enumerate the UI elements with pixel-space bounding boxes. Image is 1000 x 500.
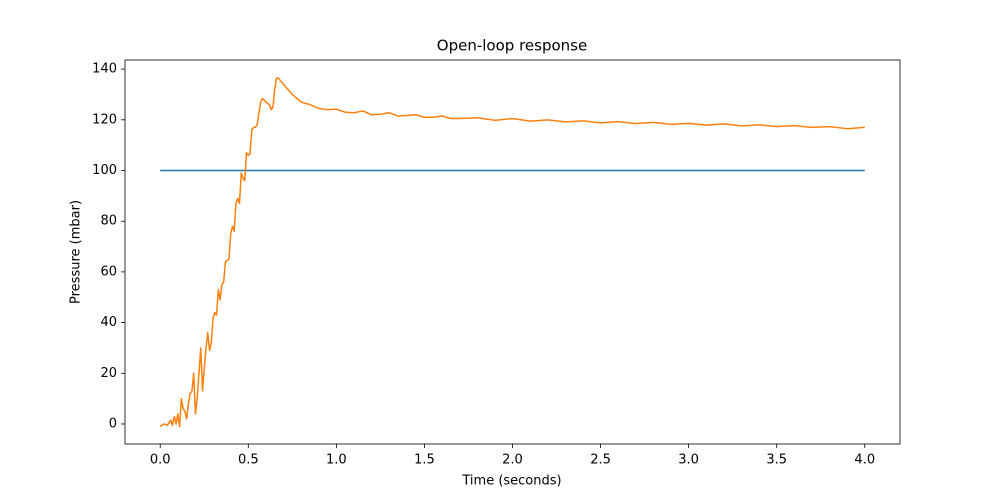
x-tick-label: 2.0 bbox=[502, 453, 523, 468]
plot-frame bbox=[124, 59, 901, 445]
y-tick-label: 60 bbox=[100, 264, 117, 279]
y-tick-label: 140 bbox=[92, 62, 117, 77]
y-tick-label: 120 bbox=[92, 112, 117, 127]
x-tick-label: 0.5 bbox=[238, 453, 259, 468]
y-tick-label: 20 bbox=[100, 366, 117, 381]
x-axis-label: Time (seconds) bbox=[461, 474, 561, 489]
y-axis-label: Pressure (mbar) bbox=[69, 200, 84, 304]
chart-title: Open-loop response bbox=[437, 37, 587, 55]
y-tick-label: 100 bbox=[92, 163, 117, 178]
x-tick-label: 0.0 bbox=[150, 453, 171, 468]
x-tick-label: 2.5 bbox=[590, 453, 611, 468]
x-tick-label: 1.0 bbox=[326, 453, 347, 468]
x-tick-label: 1.5 bbox=[414, 453, 435, 468]
y-tick-label: 0 bbox=[109, 416, 117, 431]
x-tick-label: 4.0 bbox=[854, 453, 875, 468]
y-tick-label: 40 bbox=[100, 315, 117, 330]
x-tick-label: 3.5 bbox=[766, 453, 787, 468]
y-tick-label: 80 bbox=[100, 214, 117, 229]
series-line bbox=[159, 77, 865, 428]
x-tick-label: 3.0 bbox=[678, 453, 699, 468]
